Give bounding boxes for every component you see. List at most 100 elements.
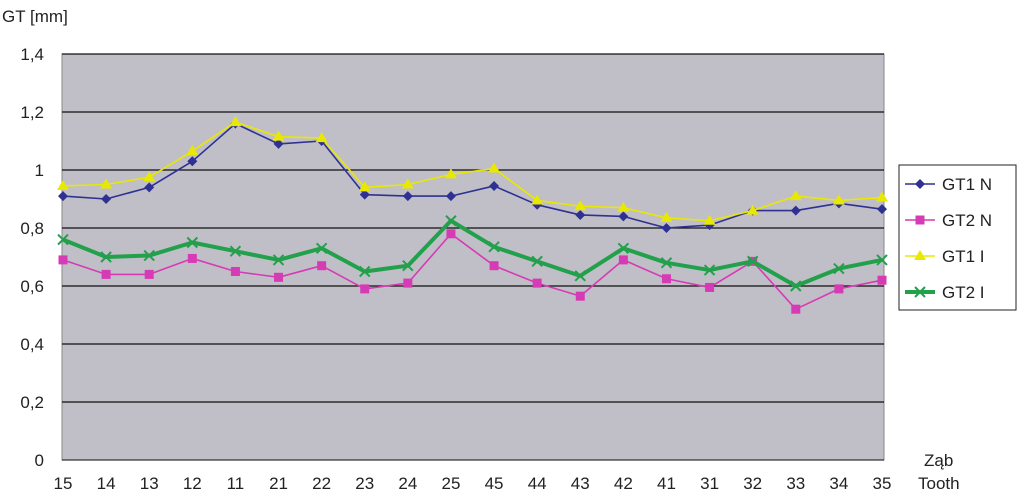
- data-point-gt2-n: [446, 229, 456, 239]
- legend: GT1 N GT2 N GT1 I GT2 I: [898, 164, 1017, 311]
- data-point-gt1-i: [789, 190, 802, 201]
- data-point-gt1-i: [660, 211, 673, 222]
- marker-stroke: [315, 242, 328, 255]
- x-tick-label: 35: [873, 474, 892, 493]
- series-layer: [57, 116, 888, 314]
- y-tick-label: 1: [35, 161, 44, 180]
- x-tick-label: 33: [786, 474, 805, 493]
- data-point-gt2-i: [833, 262, 845, 275]
- data-point-gt1-i: [703, 214, 716, 225]
- legend-box: [898, 164, 1017, 311]
- data-point-gt1-i: [746, 204, 759, 215]
- data-point-gt1-i: [315, 132, 328, 143]
- marker-stroke: [100, 251, 112, 263]
- data-point-gt1-i: [229, 116, 242, 127]
- data-point-gt1-i: [832, 194, 845, 205]
- x-tick-label: 45: [485, 474, 504, 493]
- y-tick-label: 0: [35, 451, 44, 470]
- data-point-gt2-n: [618, 255, 628, 265]
- x-tick-label: 15: [54, 474, 73, 493]
- y-tick-label: 0,6: [20, 277, 44, 296]
- x-tick-label: 21: [269, 474, 288, 493]
- y-tick-label: 0,8: [20, 219, 44, 238]
- data-point-gt1-i: [488, 162, 501, 173]
- legend-label: GT1 I: [942, 247, 985, 266]
- legend-item-gt2-i: GT2 I: [905, 283, 985, 302]
- data-point-gt1-i: [531, 194, 544, 205]
- data-point-gt1-n: [445, 191, 456, 202]
- data-point-gt2-n: [360, 284, 370, 294]
- legend-swatch-marker: [914, 250, 926, 260]
- data-point-gt2-n: [403, 278, 413, 288]
- legend-swatch-marker: [914, 286, 926, 298]
- marker-stroke: [617, 242, 630, 255]
- series-gt2-i: [57, 215, 888, 292]
- marker-stroke: [186, 236, 199, 249]
- gridlines: [62, 53, 884, 461]
- data-point-gt1-n: [273, 138, 284, 149]
- data-point-gt1-n: [402, 191, 413, 202]
- data-point-gt2-n: [834, 284, 844, 294]
- data-point-gt2-i: [746, 255, 759, 268]
- data-point-gt2-i: [703, 264, 716, 276]
- data-point-gt2-i: [488, 241, 500, 253]
- data-point-gt2-n: [317, 261, 327, 271]
- data-point-gt2-i: [876, 254, 888, 266]
- marker-stroke: [143, 249, 155, 262]
- data-point-gt2-i: [660, 257, 673, 269]
- x-tick-label: 25: [441, 474, 460, 493]
- data-point-gt2-i: [229, 245, 242, 257]
- series-line-gt2-n: [62, 233, 883, 311]
- marker-stroke: [746, 255, 759, 268]
- marker-stroke: [914, 286, 926, 298]
- data-point-gt1-i: [272, 130, 285, 141]
- series-gt2-n: [58, 229, 887, 314]
- data-point-gt2-n: [661, 274, 671, 284]
- data-point-gt2-i: [574, 270, 586, 282]
- data-point-gt1-i: [57, 179, 69, 190]
- data-point-gt2-n: [58, 255, 68, 265]
- y-tick-label: 0,4: [20, 335, 44, 354]
- data-point-gt2-n: [144, 269, 154, 279]
- x-tick-label: 12: [183, 474, 202, 493]
- data-point-gt2-n: [489, 261, 499, 271]
- data-point-gt2-i: [402, 259, 414, 272]
- marker-stroke: [876, 254, 888, 266]
- x-tick-label: 14: [97, 474, 116, 493]
- data-point-gt2-n: [230, 267, 240, 276]
- plot-area: [61, 53, 885, 461]
- x-tick-label: 23: [355, 474, 374, 493]
- data-point-gt1-n: [575, 209, 586, 220]
- x-axis-label-line1: Ząb: [924, 451, 953, 470]
- legend-label: GT2 N: [942, 211, 992, 230]
- data-point-gt2-i: [57, 233, 69, 246]
- data-point-gt2-i: [445, 215, 457, 227]
- y-tick-label: 1,2: [20, 103, 44, 122]
- marker-stroke: [574, 270, 586, 282]
- data-point-gt1-i: [574, 200, 587, 211]
- x-tick-label: 42: [614, 474, 633, 493]
- marker-stroke: [531, 255, 543, 268]
- data-point-gt2-n: [877, 275, 887, 285]
- data-point-gt2-i: [100, 251, 112, 263]
- data-point-gt1-n: [661, 223, 672, 233]
- marker-stroke: [833, 262, 845, 275]
- marker-stroke: [272, 254, 285, 266]
- data-point-gt1-n: [877, 204, 887, 215]
- data-point-gt1-i: [444, 168, 457, 179]
- data-point-gt1-n: [187, 156, 198, 167]
- x-tick-label: 24: [398, 474, 417, 493]
- data-point-gt1-n: [790, 205, 801, 216]
- data-point-gt2-i: [359, 265, 371, 278]
- data-point-gt2-n: [532, 278, 542, 288]
- marker-stroke: [660, 257, 673, 269]
- data-point-gt2-i: [186, 236, 199, 249]
- data-point-gt1-i: [186, 145, 199, 156]
- data-point-gt2-i: [790, 280, 802, 292]
- legend-label: GT2 I: [942, 283, 985, 302]
- data-point-gt2-i: [143, 249, 155, 262]
- data-point-gt2-i: [272, 254, 285, 266]
- legend-swatch-marker: [915, 179, 925, 189]
- y-tick-label: 1,4: [20, 45, 44, 64]
